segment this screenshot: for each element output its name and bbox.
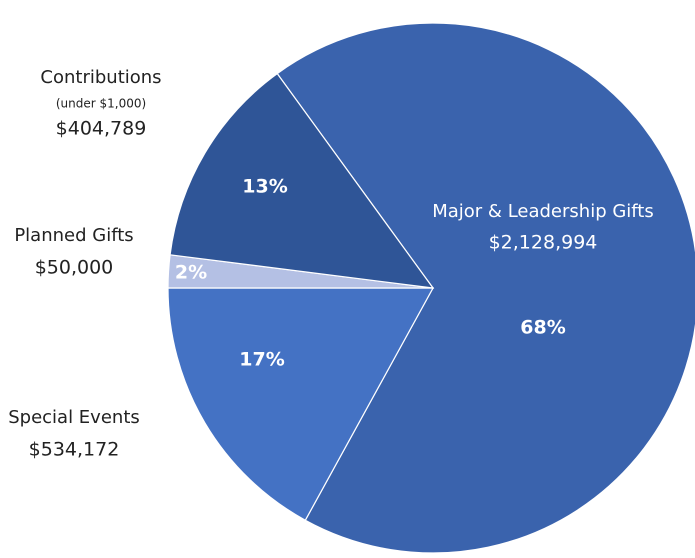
amount-label: $534,172 [29, 439, 120, 461]
percent-label: 2% [175, 262, 207, 284]
percent-label: 13% [242, 176, 287, 198]
pie-slice [167, 287, 435, 522]
category-label: Planned Gifts [14, 225, 133, 246]
category-label: Contributions [40, 67, 161, 88]
category-label: Major & Leadership Gifts [432, 201, 654, 222]
pie-slice [169, 72, 435, 289]
percent-label: 68% [520, 317, 565, 339]
amount-label: $2,128,994 [489, 232, 598, 254]
pie-slice [276, 22, 695, 554]
amount-label: $404,789 [56, 118, 147, 140]
amount-label: $50,000 [35, 257, 114, 279]
annotation: (under $1,000) [56, 97, 146, 111]
percent-label: 17% [239, 349, 284, 371]
category-label: Special Events [8, 407, 140, 428]
